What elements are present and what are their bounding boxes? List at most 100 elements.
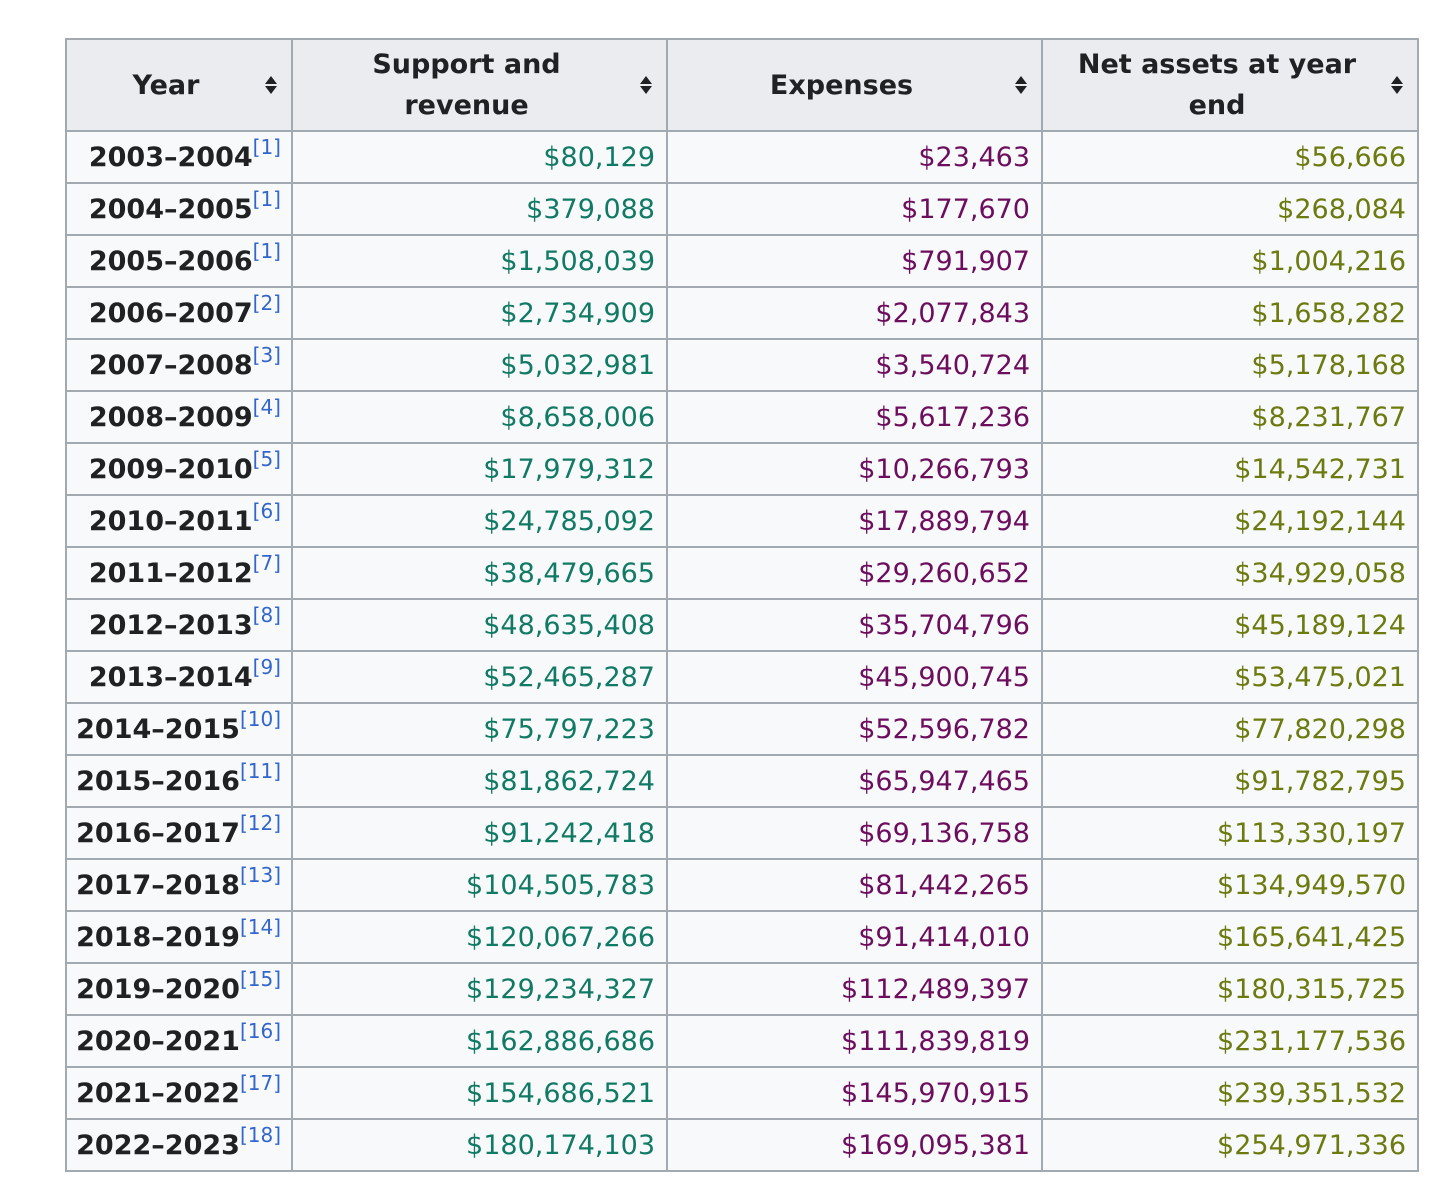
year-cell: 2021–2022[17] — [65, 1066, 293, 1120]
reference-link[interactable]: [11] — [239, 758, 281, 783]
reference-link[interactable]: [2] — [252, 290, 281, 315]
column-header-label: Net assets at year end — [1077, 49, 1357, 121]
column-header-net-assets[interactable]: Net assets at year end — [1041, 38, 1419, 132]
year-cell: 2012–2013[8] — [65, 598, 293, 652]
table-row: 2009–2010[5] $17,979,312 $10,266,793 $14,54… — [65, 442, 1419, 496]
year-cell: 2008–2009[4] — [65, 390, 293, 444]
reference-link[interactable]: [14] — [239, 914, 281, 939]
net-assets-cell: $180,315,725 — [1041, 962, 1419, 1016]
year-cell: 2006–2007[2] — [65, 286, 293, 340]
table-row: 2014–2015[10] $75,797,223 $52,596,782 $77,8… — [65, 702, 1419, 756]
sort-icon[interactable] — [1014, 75, 1028, 95]
revenue-cell: $120,067,266 — [291, 910, 668, 964]
reference-link[interactable]: [9] — [252, 654, 281, 679]
revenue-cell: $91,242,418 — [291, 806, 668, 860]
year-label: 2020–2021 — [76, 1025, 240, 1057]
header-row: Year Support and revenue Expenses Net as… — [65, 38, 1419, 132]
table-row: 2006–2007[2] $2,734,909 $2,077,843 $1,658,2… — [65, 286, 1419, 340]
revenue-cell: $75,797,223 — [291, 702, 668, 756]
year-label: 2014–2015 — [76, 713, 240, 745]
reference-link[interactable]: [1] — [252, 134, 281, 159]
year-cell: 2018–2019[14] — [65, 910, 293, 964]
revenue-cell: $17,979,312 — [291, 442, 668, 496]
table-row: 2022–2023[18] $180,174,103 $169,095,381 $25… — [65, 1118, 1419, 1172]
table-row: 2021–2022[17] $154,686,521 $145,970,915 $23… — [65, 1066, 1419, 1120]
net-assets-cell: $24,192,144 — [1041, 494, 1419, 548]
column-header-label: Year — [132, 69, 200, 101]
reference-link[interactable]: [6] — [252, 498, 281, 523]
net-assets-cell: $56,666 — [1041, 130, 1419, 184]
year-label: 2018–2019 — [76, 921, 240, 953]
year-label: 2017–2018 — [76, 869, 240, 901]
expenses-cell: $69,136,758 — [666, 806, 1043, 860]
year-cell: 2015–2016[11] — [65, 754, 293, 808]
sort-icon[interactable] — [639, 75, 653, 95]
net-assets-cell: $53,475,021 — [1041, 650, 1419, 704]
year-label: 2015–2016 — [76, 765, 240, 797]
net-assets-cell: $1,004,216 — [1041, 234, 1419, 288]
expenses-cell: $29,260,652 — [666, 546, 1043, 600]
reference-link[interactable]: [13] — [239, 862, 281, 887]
reference-link[interactable]: [17] — [239, 1070, 281, 1095]
year-cell: 2022–2023[18] — [65, 1118, 293, 1172]
net-assets-cell: $34,929,058 — [1041, 546, 1419, 600]
year-label: 2019–2020 — [76, 973, 240, 1005]
reference-link[interactable]: [5] — [252, 446, 281, 471]
year-cell: 2016–2017[12] — [65, 806, 293, 860]
table-row: 2012–2013[8] $48,635,408 $35,704,796 $45,18… — [65, 598, 1419, 652]
sort-icon[interactable] — [264, 75, 278, 95]
year-label: 2016–2017 — [76, 817, 240, 849]
year-label: 2022–2023 — [76, 1129, 240, 1161]
reference-link[interactable]: [8] — [252, 602, 281, 627]
revenue-cell: $1,508,039 — [291, 234, 668, 288]
year-cell: 2020–2021[16] — [65, 1014, 293, 1068]
table-row: 2013–2014[9] $52,465,287 $45,900,745 $53,47… — [65, 650, 1419, 704]
net-assets-cell: $254,971,336 — [1041, 1118, 1419, 1172]
reference-link[interactable]: [7] — [252, 550, 281, 575]
sort-icon[interactable] — [1390, 75, 1404, 95]
year-cell: 2017–2018[13] — [65, 858, 293, 912]
year-label: 2005–2006 — [88, 245, 253, 277]
table-header: Year Support and revenue Expenses Net as… — [65, 38, 1419, 132]
table-body: 2003–2004[1] $80,129 $23,463 $56,666 2004–20… — [65, 130, 1419, 1172]
year-cell: 2019–2020[15] — [65, 962, 293, 1016]
reference-link[interactable]: [1] — [252, 186, 281, 211]
table-row: 2003–2004[1] $80,129 $23,463 $56,666 — [65, 130, 1419, 184]
year-label: 2013–2014 — [88, 661, 253, 693]
reference-link[interactable]: [3] — [252, 342, 281, 367]
reference-link[interactable]: [12] — [239, 810, 281, 835]
column-header-year[interactable]: Year — [65, 38, 293, 132]
column-header-revenue[interactable]: Support and revenue — [291, 38, 668, 132]
reference-link[interactable]: [16] — [239, 1018, 281, 1043]
revenue-cell: $154,686,521 — [291, 1066, 668, 1120]
revenue-cell: $2,734,909 — [291, 286, 668, 340]
expenses-cell: $91,414,010 — [666, 910, 1043, 964]
revenue-cell: $24,785,092 — [291, 494, 668, 548]
expenses-cell: $10,266,793 — [666, 442, 1043, 496]
year-cell: 2011–2012[7] — [65, 546, 293, 600]
table-row: 2004–2005[1] $379,088 $177,670 $268,084 — [65, 182, 1419, 236]
revenue-cell: $48,635,408 — [291, 598, 668, 652]
net-assets-cell: $239,351,532 — [1041, 1066, 1419, 1120]
year-label: 2004–2005 — [88, 193, 253, 225]
reference-link[interactable]: [1] — [252, 238, 281, 263]
net-assets-cell: $45,189,124 — [1041, 598, 1419, 652]
financial-summary-table: Year Support and revenue Expenses Net as… — [65, 38, 1419, 1172]
table-row: 2011–2012[7] $38,479,665 $29,260,652 $34,92… — [65, 546, 1419, 600]
column-header-expenses[interactable]: Expenses — [666, 38, 1043, 132]
expenses-cell: $65,947,465 — [666, 754, 1043, 808]
reference-link[interactable]: [10] — [239, 706, 281, 731]
reference-link[interactable]: [4] — [252, 394, 281, 419]
expenses-cell: $52,596,782 — [666, 702, 1043, 756]
year-cell: 2004–2005[1] — [65, 182, 293, 236]
year-label: 2009–2010 — [88, 453, 253, 485]
column-header-label: Support and revenue — [372, 49, 561, 121]
reference-link[interactable]: [15] — [239, 966, 281, 991]
net-assets-cell: $14,542,731 — [1041, 442, 1419, 496]
expenses-cell: $145,970,915 — [666, 1066, 1043, 1120]
year-cell: 2013–2014[9] — [65, 650, 293, 704]
year-label: 2021–2022 — [76, 1077, 240, 1109]
reference-link[interactable]: [18] — [239, 1122, 281, 1147]
year-cell: 2010–2011[6] — [65, 494, 293, 548]
revenue-cell: $180,174,103 — [291, 1118, 668, 1172]
